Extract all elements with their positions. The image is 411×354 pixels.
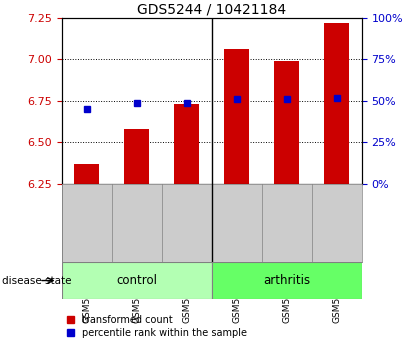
- Legend: transformed count, percentile rank within the sample: transformed count, percentile rank withi…: [67, 315, 247, 338]
- Text: control: control: [116, 274, 157, 287]
- FancyBboxPatch shape: [62, 262, 212, 299]
- Bar: [74, 164, 99, 184]
- Bar: [124, 129, 149, 184]
- Text: arthritis: arthritis: [263, 274, 310, 287]
- FancyBboxPatch shape: [212, 262, 362, 299]
- Bar: [324, 23, 349, 184]
- Bar: [224, 49, 249, 184]
- Bar: [274, 61, 299, 184]
- Title: GDS5244 / 10421184: GDS5244 / 10421184: [137, 2, 286, 17]
- Bar: [174, 104, 199, 184]
- Text: disease state: disease state: [2, 275, 72, 286]
